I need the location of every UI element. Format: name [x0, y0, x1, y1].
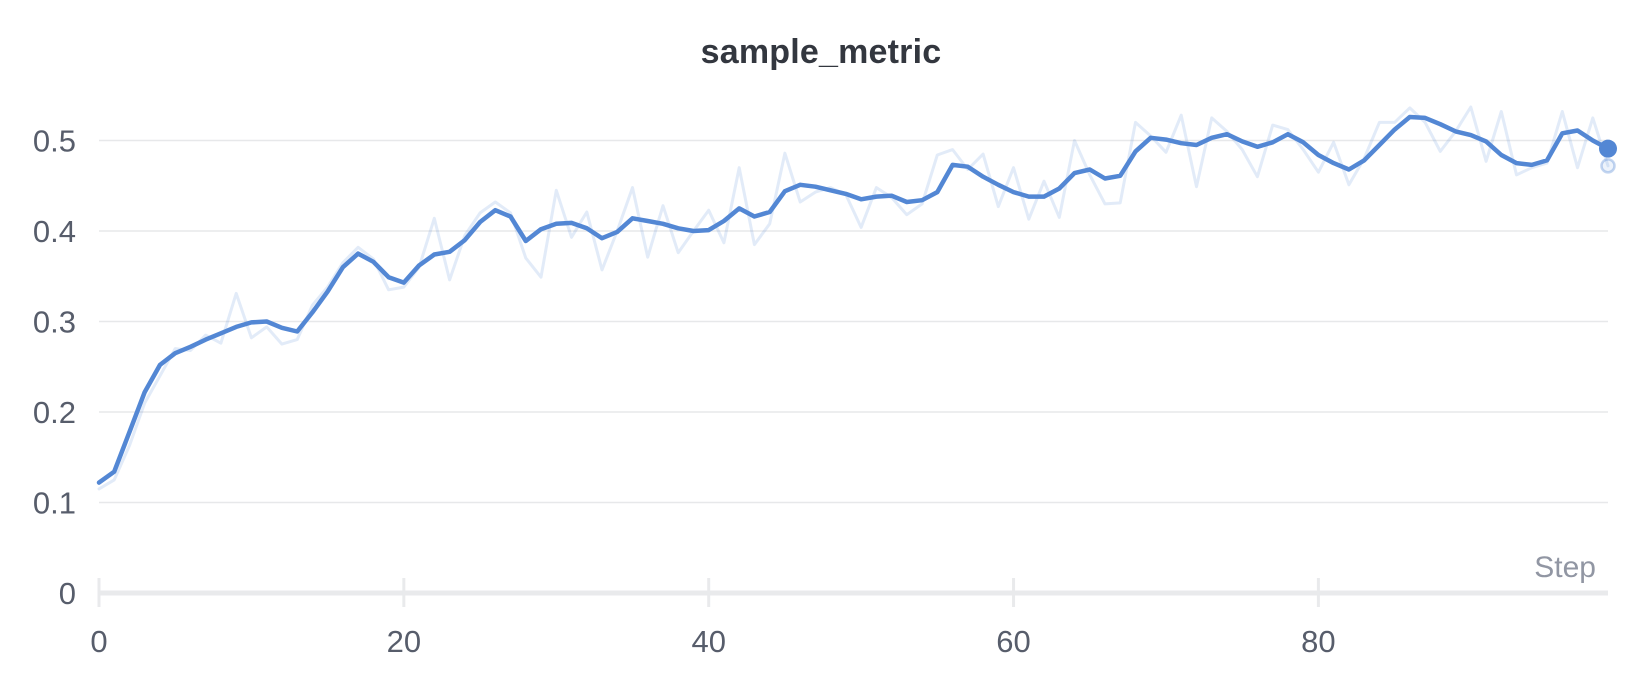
chart-title: sample_metric: [700, 33, 942, 71]
y-tick-label: 0.3: [33, 305, 76, 340]
y-tick-label: 0.5: [33, 124, 76, 159]
y-tick-label: 0: [59, 576, 76, 611]
smoothed-endpoint-dot[interactable]: [1599, 139, 1617, 158]
y-tick-label: 0.4: [33, 214, 76, 249]
x-tick-label: 80: [1301, 624, 1335, 659]
raw-endpoint-dot: [1600, 158, 1616, 174]
y-tick-label: 0.1: [33, 486, 76, 521]
x-tick-label: 20: [387, 624, 421, 659]
raw-series-line: [97, 105, 1610, 491]
x-axis-label: Step: [1534, 551, 1596, 584]
x-tick-label: 60: [996, 624, 1030, 659]
x-tick-label: 40: [691, 624, 725, 659]
x-tick-label: 0: [90, 624, 107, 659]
y-tick-label: 0.2: [33, 395, 76, 430]
smoothed-series-line: [96, 114, 1611, 485]
